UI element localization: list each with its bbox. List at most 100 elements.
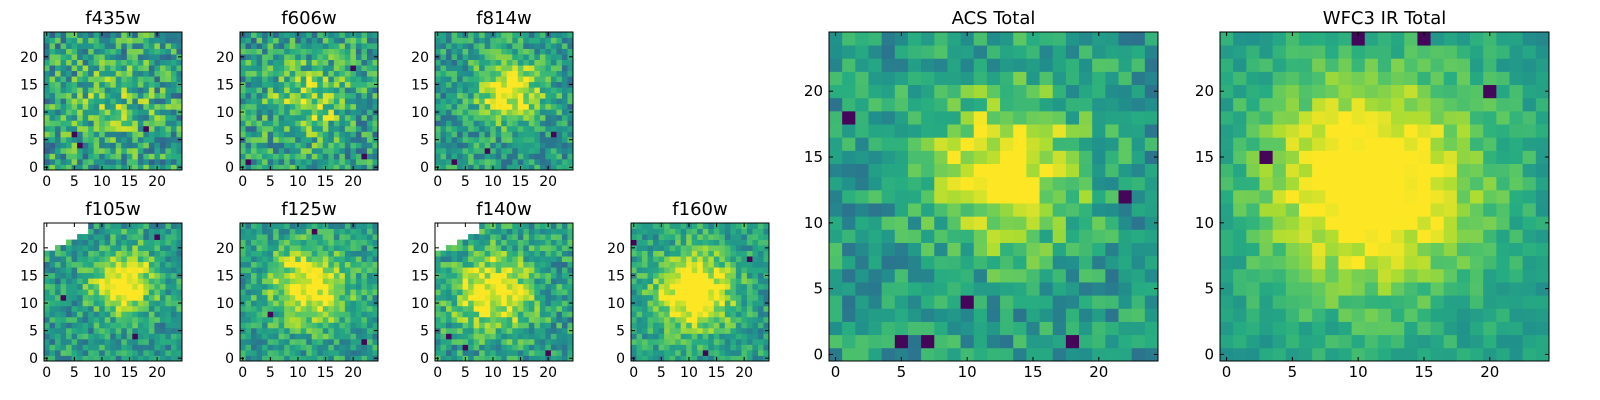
heatmap-cell xyxy=(894,321,909,336)
heatmap-cell xyxy=(88,98,95,105)
heatmap-cell xyxy=(132,70,139,77)
heatmap-cell xyxy=(473,109,480,116)
heatmap-cell xyxy=(322,120,329,127)
heatmap-cell xyxy=(451,355,458,362)
heatmap-cell xyxy=(328,283,335,290)
heatmap-cell xyxy=(501,316,508,323)
heatmap-cell xyxy=(512,32,519,38)
heatmap-cell xyxy=(669,333,676,340)
heatmap-cell xyxy=(372,316,379,323)
heatmap-cell xyxy=(881,268,896,283)
heatmap-cell xyxy=(451,65,458,72)
heatmap-cell xyxy=(528,81,535,88)
heatmap-cell xyxy=(104,278,111,285)
heatmap-cell xyxy=(71,153,78,160)
heatmap-cell xyxy=(752,278,759,285)
heatmap-cell xyxy=(501,256,508,263)
heatmap-cell xyxy=(631,283,637,290)
heatmap-cell xyxy=(675,234,682,240)
heatmap-cell xyxy=(528,136,535,143)
heatmap-cell xyxy=(512,316,519,323)
heatmap-cell xyxy=(284,294,291,301)
heatmap-cell xyxy=(88,109,95,116)
heatmap-cell xyxy=(468,76,475,83)
heatmap-cell xyxy=(132,278,139,285)
heatmap-cell xyxy=(121,54,128,60)
heatmap-cell xyxy=(653,300,659,307)
heatmap-cell xyxy=(110,239,117,246)
heatmap-cell xyxy=(339,327,346,334)
heatmap-cell xyxy=(66,250,72,257)
heatmap-cell xyxy=(311,267,318,274)
heatmap-cell xyxy=(545,344,552,351)
heatmap-cell xyxy=(251,294,257,301)
heatmap-cell xyxy=(462,272,469,279)
heatmap-cell xyxy=(724,283,731,290)
heatmap-cell xyxy=(104,245,111,251)
heatmap-cell xyxy=(947,189,961,204)
heatmap-cell xyxy=(176,65,183,72)
heatmap-cell xyxy=(60,136,67,143)
heatmap-cell xyxy=(1092,150,1106,164)
heatmap-cell xyxy=(121,272,128,279)
heatmap-cell xyxy=(545,256,552,263)
heatmap-cell xyxy=(278,333,285,340)
heatmap-cell xyxy=(468,125,475,132)
heatmap-cell xyxy=(724,344,731,351)
heatmap-cell xyxy=(273,59,280,66)
heatmap-cell xyxy=(735,283,742,290)
heatmap-cell xyxy=(339,59,346,66)
heatmap-cell xyxy=(267,70,274,77)
heatmap-cell xyxy=(115,70,122,77)
heatmap-cell xyxy=(295,322,302,329)
heatmap-cell xyxy=(366,250,373,257)
heatmap-cell xyxy=(344,278,351,285)
heatmap-cell xyxy=(561,98,568,105)
heatmap-cell xyxy=(88,125,95,132)
heatmap-cell xyxy=(88,256,95,263)
heatmap-cell xyxy=(675,305,682,312)
heatmap-cell xyxy=(344,305,351,312)
heatmap-cell xyxy=(328,250,335,257)
heatmap-cell xyxy=(829,189,843,204)
heatmap-cell xyxy=(372,228,379,235)
heatmap-cell xyxy=(99,289,106,296)
heatmap-cell xyxy=(256,316,263,323)
heatmap-cell xyxy=(484,294,491,301)
heatmap-cell xyxy=(245,239,252,246)
heatmap-cell xyxy=(88,261,95,268)
heatmap-cell xyxy=(545,109,552,116)
heatmap-cell xyxy=(44,142,50,149)
heatmap-cell xyxy=(440,43,447,49)
heatmap-cell xyxy=(143,234,150,240)
heatmap-cell xyxy=(960,282,975,296)
heatmap-cell xyxy=(517,283,524,290)
heatmap-cell xyxy=(512,70,519,77)
heatmap-cell xyxy=(273,322,280,329)
heatmap-cell xyxy=(973,137,988,151)
heatmap-cell xyxy=(99,125,106,132)
heatmap-cell xyxy=(451,43,458,49)
heatmap-cell xyxy=(561,250,568,257)
heatmap-cell xyxy=(642,245,648,251)
heatmap-cell xyxy=(176,344,183,351)
heatmap-cell xyxy=(262,245,268,251)
heatmap-cell xyxy=(311,158,318,165)
heatmap-cell xyxy=(735,234,742,240)
heatmap-cell xyxy=(355,87,362,94)
heatmap-cell xyxy=(176,142,183,149)
heatmap-cell xyxy=(311,65,318,72)
heatmap-cell xyxy=(1039,347,1054,362)
heatmap-cell xyxy=(344,355,351,362)
heatmap-cell xyxy=(556,37,563,44)
heatmap-cell xyxy=(451,109,458,116)
heatmap-cell xyxy=(273,294,280,301)
heatmap-cell xyxy=(567,289,574,296)
heatmap-cell xyxy=(947,203,961,217)
heatmap-cell xyxy=(973,124,988,138)
heatmap-cell xyxy=(501,311,508,318)
heatmap-cell xyxy=(170,43,177,49)
heatmap-cell xyxy=(273,305,280,312)
heatmap-cell xyxy=(730,256,737,263)
heatmap-cell xyxy=(947,176,961,191)
